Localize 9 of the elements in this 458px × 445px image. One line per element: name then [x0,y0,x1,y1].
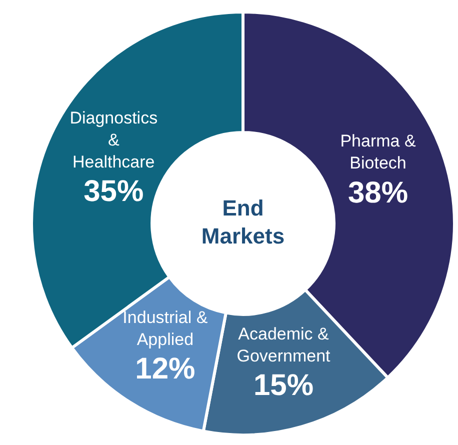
data-label: 35% [84,174,144,208]
data-label: 38% [348,176,408,210]
data-label: 12% [135,352,196,386]
slice-label: Industrial & Applied [122,308,208,349]
slice-label: Pharma & Biotech [340,132,416,173]
slice-label: Diagnostics & Healthcare [70,108,158,172]
text: End Markets [201,196,285,249]
slice-label: Academic & Government [236,324,331,366]
data-label: 15% [253,369,314,402]
